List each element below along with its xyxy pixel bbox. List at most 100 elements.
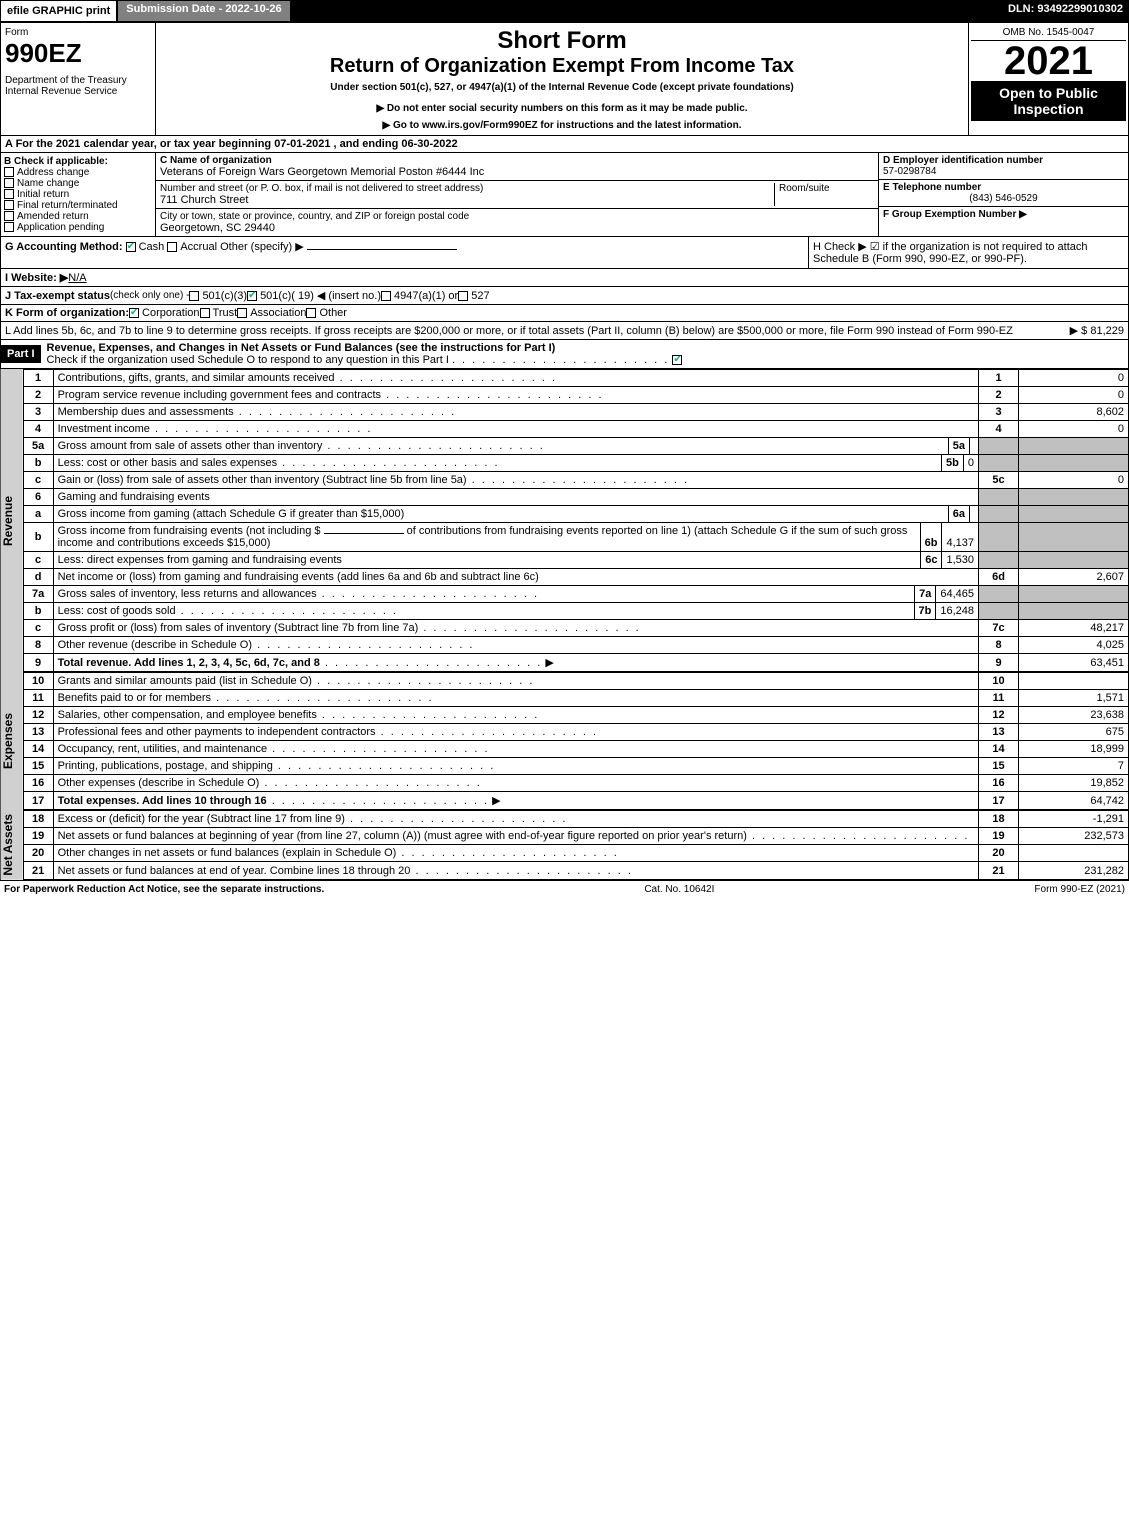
row-j-tax-exempt: J Tax-exempt status (check only one) ‐ 5…	[0, 287, 1129, 305]
expenses-label: Expenses	[1, 672, 23, 810]
room-suite-label: Room/suite	[779, 183, 874, 194]
goto-link[interactable]: ▶ Go to www.irs.gov/Form990EZ for instru…	[160, 120, 964, 131]
checkbox-trust[interactable]	[200, 308, 210, 318]
row-l-gross-receipts: L Add lines 5b, 6c, and 7b to line 9 to …	[0, 322, 1129, 340]
net-assets-table: 18Excess or (deficit) for the year (Subt…	[23, 810, 1129, 880]
opt-accrual: Accrual	[180, 241, 217, 253]
g-label: G Accounting Method:	[5, 241, 123, 253]
checkbox-address-change[interactable]	[4, 167, 14, 177]
net-assets-section: Net Assets 18Excess or (deficit) for the…	[0, 810, 1129, 880]
line-4: 4Investment income40	[23, 421, 1128, 438]
checkbox-501c[interactable]	[247, 291, 257, 301]
group-exemption-label: F Group Exemption Number ▶	[883, 209, 1124, 220]
line-2: 2Program service revenue including gover…	[23, 387, 1128, 404]
org-info-row: B Check if applicable: Address change Na…	[0, 153, 1129, 237]
expenses-section: Expenses 10Grants and similar amounts pa…	[0, 672, 1129, 810]
h-check: H Check ▶ ☑ if the organization is not r…	[808, 237, 1128, 268]
line-7b: bLess: cost of goods sold7b16,248	[23, 603, 1128, 620]
line-6c: cLess: direct expenses from gaming and f…	[23, 552, 1128, 569]
line-14: 14Occupancy, rent, utilities, and mainte…	[23, 741, 1128, 758]
dept-treasury: Department of the Treasury	[5, 75, 151, 86]
checkbox-schedule-o[interactable]	[672, 355, 682, 365]
opt-other-specify: Other (specify) ▶	[220, 241, 304, 253]
expenses-table: 10Grants and similar amounts paid (list …	[23, 672, 1129, 810]
opt-application-pending: Application pending	[17, 222, 104, 233]
part1-header-row: Part I Revenue, Expenses, and Changes in…	[0, 340, 1129, 369]
checkbox-initial-return[interactable]	[4, 189, 14, 199]
net-assets-label: Net Assets	[1, 810, 23, 880]
tel-value: (843) 546-0529	[883, 193, 1124, 204]
checkbox-name-change[interactable]	[4, 178, 14, 188]
org-street: 711 Church Street	[160, 194, 774, 206]
row-g-h: G Accounting Method: Cash Accrual Other …	[0, 237, 1129, 269]
checkbox-527[interactable]	[458, 291, 468, 301]
row-i-website: I Website: ▶ N/A	[0, 269, 1129, 287]
dln-number: DLN: 93492299010302	[1002, 0, 1129, 22]
line-21: 21Net assets or fund balances at end of …	[23, 862, 1128, 879]
line-6b: bGross income from fundraising events (n…	[23, 523, 1128, 552]
short-form-title: Short Form	[160, 27, 964, 55]
c-city-label: City or town, state or province, country…	[160, 211, 874, 222]
line-5a: 5aGross amount from sale of assets other…	[23, 438, 1128, 455]
line-7c: cGross profit or (loss) from sales of in…	[23, 620, 1128, 637]
b-label: B Check if applicable:	[4, 156, 152, 167]
line-15: 15Printing, publications, postage, and s…	[23, 758, 1128, 775]
c-street-label: Number and street (or P. O. box, if mail…	[160, 183, 774, 194]
form-header: Form 990EZ Department of the Treasury In…	[0, 22, 1129, 136]
footer-cat-no: Cat. No. 10642I	[644, 884, 714, 895]
checkbox-final-return[interactable]	[4, 200, 14, 210]
checkbox-501c3[interactable]	[189, 291, 199, 301]
checkbox-amended-return[interactable]	[4, 211, 14, 221]
line-5c: cGain or (loss) from sale of assets othe…	[23, 472, 1128, 489]
k-label: K Form of organization:	[5, 307, 129, 319]
checkbox-cash[interactable]	[126, 242, 136, 252]
line-12: 12Salaries, other compensation, and empl…	[23, 707, 1128, 724]
top-bar: efile GRAPHIC print Submission Date - 20…	[0, 0, 1129, 22]
efile-print-button[interactable]: efile GRAPHIC print	[0, 0, 117, 22]
c-name-label: C Name of organization	[160, 155, 874, 166]
website-value: N/A	[68, 272, 86, 284]
checkbox-application-pending[interactable]	[4, 222, 14, 232]
opt-amended-return: Amended return	[17, 211, 89, 222]
open-public-badge: Open to Public Inspection	[971, 81, 1126, 121]
checkbox-association[interactable]	[237, 308, 247, 318]
return-title: Return of Organization Exempt From Incom…	[160, 55, 964, 78]
checkbox-accrual[interactable]	[167, 242, 177, 252]
j-label: J Tax-exempt status	[5, 290, 110, 302]
opt-527: 527	[471, 290, 489, 302]
line-17: 17Total expenses. Add lines 10 through 1…	[23, 792, 1128, 810]
under-section: Under section 501(c), 527, or 4947(a)(1)…	[160, 82, 964, 93]
tel-label: E Telephone number	[883, 182, 1124, 193]
form-number: 990EZ	[5, 38, 151, 69]
tax-year: 2021	[971, 41, 1126, 81]
opt-address-change: Address change	[17, 167, 89, 178]
opt-final-return: Final return/terminated	[17, 200, 118, 211]
opt-corporation: Corporation	[142, 307, 199, 319]
l-amount: ▶ $ 81,229	[1070, 324, 1124, 337]
line-11: 11Benefits paid to or for members111,571	[23, 690, 1128, 707]
checkbox-4947[interactable]	[381, 291, 391, 301]
opt-4947: 4947(a)(1) or	[394, 290, 458, 302]
line-13: 13Professional fees and other payments t…	[23, 724, 1128, 741]
checkbox-other-org[interactable]	[306, 308, 316, 318]
ein-value: 57-0298784	[883, 166, 1124, 177]
line-18: 18Excess or (deficit) for the year (Subt…	[23, 811, 1128, 828]
part1-label: Part I	[1, 345, 41, 363]
submission-date: Submission Date - 2022-10-26	[117, 0, 290, 22]
opt-name-change: Name change	[17, 178, 79, 189]
checkbox-corporation[interactable]	[129, 308, 139, 318]
no-ssn-note: ▶ Do not enter social security numbers o…	[160, 103, 964, 114]
line-20: 20Other changes in net assets or fund ba…	[23, 845, 1128, 862]
line-6a: aGross income from gaming (attach Schedu…	[23, 506, 1128, 523]
footer-left: For Paperwork Reduction Act Notice, see …	[4, 884, 324, 895]
line-6: 6Gaming and fundraising events	[23, 489, 1128, 506]
ein-label: D Employer identification number	[883, 155, 1124, 166]
section-d-e-f: D Employer identification number 57-0298…	[878, 153, 1128, 236]
org-name: Veterans of Foreign Wars Georgetown Memo…	[160, 166, 874, 178]
org-city: Georgetown, SC 29440	[160, 222, 874, 234]
opt-initial-return: Initial return	[17, 189, 69, 200]
line-5b: bLess: cost or other basis and sales exp…	[23, 455, 1128, 472]
opt-501c: 501(c)( 19) ◀ (insert no.)	[260, 289, 381, 302]
l-text: L Add lines 5b, 6c, and 7b to line 9 to …	[5, 325, 1013, 337]
line-19: 19Net assets or fund balances at beginni…	[23, 828, 1128, 845]
